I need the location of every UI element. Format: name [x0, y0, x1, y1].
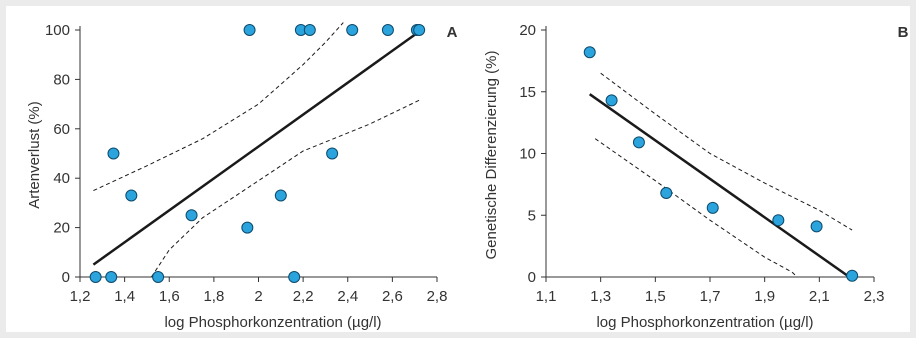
panel-b-data-point	[632, 136, 645, 149]
panel-a-confidence-upper	[93, 22, 344, 192]
panel-b-y-tick-label: 15	[519, 84, 536, 101]
panel-a-data-point	[326, 147, 339, 160]
panel-b-data-point	[660, 187, 673, 200]
panel-b-y-tick-label: 20	[519, 22, 536, 39]
panel-a-x-tick-label: 2,6	[382, 288, 403, 305]
panel-a-data-point	[241, 221, 254, 234]
panel-b-data-point	[846, 269, 859, 282]
panel-a-data-point	[185, 209, 198, 222]
panel-a-data-point	[381, 24, 394, 36]
panel-b-x-tick-label: 2,3	[864, 288, 885, 305]
panel-a-data-point	[274, 189, 287, 202]
figure-panel-background	[6, 6, 910, 332]
panel-a-x-tick-label: 2,4	[337, 288, 358, 305]
panel-a-regression-line	[92, 28, 423, 266]
panel-a-data-point	[288, 271, 301, 283]
panel-b-data-point	[605, 94, 618, 107]
panel-a-x-tick-label: 1,6	[159, 288, 180, 305]
panel-b-x-tick-label: 1,1	[536, 288, 557, 305]
panel-b-x-tick-label: 1,5	[645, 288, 666, 305]
panel-a-y-tick-label: 60	[53, 121, 70, 138]
panel-b-x-tick-label: 1,9	[754, 288, 775, 305]
panel-a-x-tick-label: 2,2	[293, 288, 314, 305]
panel-a-data-point	[89, 271, 102, 283]
panel-b-letter: B	[898, 24, 909, 41]
panel-a-data-point	[107, 147, 120, 160]
panel-a-x-tick-label: 2,8	[427, 288, 448, 305]
panel-a-x-tick-label: 2	[254, 288, 262, 305]
panel-b-data-point	[706, 201, 719, 214]
panel-a-x-tick-label: 1,2	[70, 288, 91, 305]
panel-b-y-tick-label: 10	[519, 146, 536, 163]
panel-b-y-axis-label: Genetische Differenzierung (%)	[483, 51, 500, 260]
panel-a-data-point	[413, 24, 426, 36]
panel-a-x-tick-label: 1,8	[203, 288, 224, 305]
panel-a-x-tick-label: 1,4	[114, 288, 135, 305]
panel-b-data-point	[772, 214, 785, 227]
panel-a-y-tick-label: 0	[62, 269, 70, 286]
panel-b-data-point	[810, 220, 823, 233]
panel-b-x-tick-label: 1,3	[590, 288, 611, 305]
panel-a-data-point	[125, 189, 138, 202]
panel-a-y-tick-label: 40	[53, 170, 70, 187]
panel-a-data-point	[346, 24, 359, 36]
panel-a-data-point	[105, 271, 118, 283]
panel-a-y-tick-label: 80	[53, 71, 70, 88]
panel-b-x-tick-label: 2,1	[809, 288, 830, 305]
panel-b-x-axis-label: log Phosphorkonzentration (µg/l)	[596, 314, 813, 331]
panel-b-regression-line	[588, 93, 851, 279]
panel-b-confidence-upper	[600, 72, 853, 231]
panel-b-data-point	[583, 46, 596, 59]
panel-b-chart: 1,1 1,3 1,5 1,7 1,9 2,1 2,3 0 5 10 15 20	[519, 22, 884, 305]
panel-a-y-axis-label: Artenverlust (%)	[26, 101, 43, 209]
panel-a-data-point	[152, 271, 165, 283]
panel-a-letter: A	[447, 24, 458, 41]
panel-b-y-tick-label: 5	[528, 207, 536, 224]
panel-a-data-point	[303, 24, 316, 36]
panel-b-x-tick-label: 1,7	[700, 288, 721, 305]
panel-a-data-point	[243, 24, 256, 36]
panel-a-y-tick-label: 100	[45, 22, 70, 39]
panel-b-y-tick-label: 0	[528, 269, 536, 286]
panel-a-chart: 1,2 1,4 1,6 1,8 2 2,2 2,4 2,6 2,8 0 20 40 60 80 100	[45, 22, 447, 305]
panel-a-x-axis-label: log Phosphorkonzentration (µg/l)	[164, 314, 381, 331]
panel-a-y-tick-label: 20	[53, 220, 70, 237]
